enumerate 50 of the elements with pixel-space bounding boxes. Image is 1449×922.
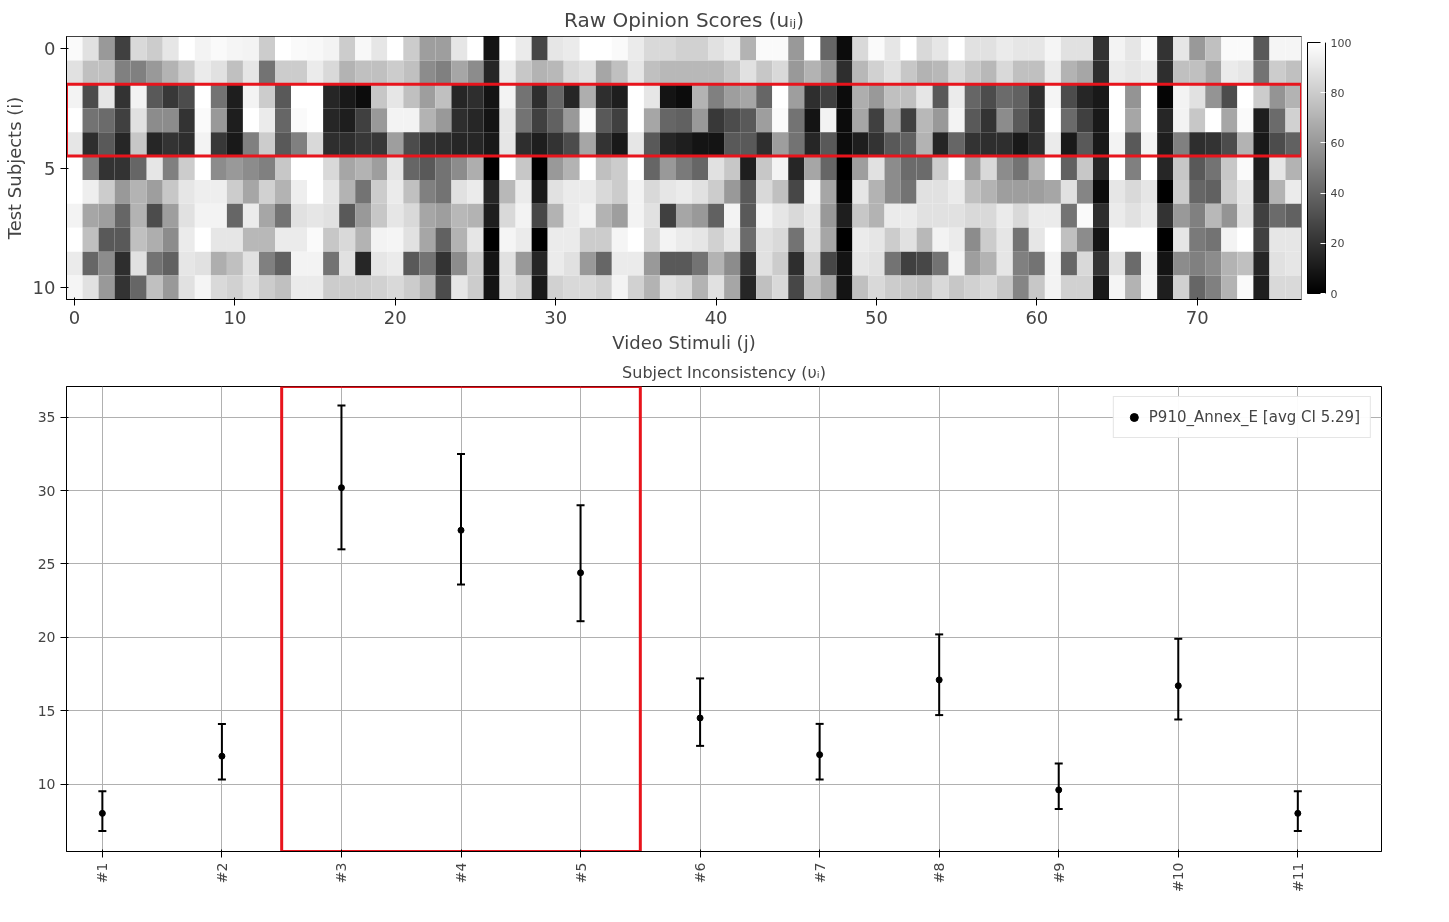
y-tick-label: 25 [37, 555, 56, 572]
point [218, 752, 226, 760]
x-tick-label: 70 [1185, 306, 1209, 328]
x-tick-label: #11 [1289, 862, 1306, 893]
x-tick-label: 30 [544, 306, 568, 328]
y-axis-title: Test Subjects (i) [3, 96, 25, 241]
point [696, 714, 704, 722]
point [577, 569, 585, 577]
x-tick-label: #10 [1170, 862, 1187, 893]
point [1055, 786, 1063, 794]
y-tick-label: 15 [37, 702, 56, 719]
x-tick-label: #2 [213, 862, 230, 884]
point [1294, 809, 1302, 817]
x-tick-label: #8 [931, 862, 948, 884]
chart-title: Subject Inconsistency (υᵢ) [622, 362, 826, 382]
x-tick-label: 40 [704, 306, 728, 328]
y-tick-label: 0 [44, 37, 56, 59]
y-tick-label: 20 [37, 629, 56, 646]
x-tick-label: #4 [453, 862, 469, 884]
point [98, 809, 106, 817]
y-tick-label: 30 [37, 482, 56, 499]
color-bar-label: 100 [1330, 36, 1352, 50]
x-tick-label: #1 [94, 862, 111, 884]
x-tick-label: #6 [692, 862, 709, 884]
y-tick-label: 35 [37, 409, 56, 426]
color-bar-label: 40 [1330, 187, 1345, 201]
x-tick-label: 60 [1025, 306, 1049, 328]
point [457, 526, 465, 534]
chart-title: Raw Opinion Scores (uᵢⱼ) [563, 7, 805, 32]
point [935, 676, 943, 684]
point [816, 751, 824, 759]
x-tick-label: 10 [223, 306, 247, 328]
y-tick-label: 5 [44, 157, 56, 179]
color-bar-label: 60 [1330, 136, 1345, 150]
y-tick-label: 10 [32, 277, 56, 299]
y-tick-label: 10 [37, 776, 56, 793]
point [337, 484, 345, 492]
x-tick-label: 20 [383, 306, 407, 328]
x-tick-label: #9 [1050, 862, 1067, 884]
legend-label: P910_Annex_E [avg CI 5.29] [1148, 408, 1360, 426]
color-bar-label: 0 [1330, 287, 1338, 301]
x-axis-title: Video Stimuli (j) [612, 331, 756, 353]
x-tick-label: #3 [333, 862, 350, 884]
x-tick-label: 0 [68, 306, 81, 328]
x-tick-label: #5 [572, 862, 589, 884]
color-bar-label: 80 [1330, 86, 1345, 100]
x-tick-label: 50 [865, 306, 888, 328]
color-bar-label: 20 [1330, 237, 1345, 251]
point [1174, 682, 1182, 690]
x-tick-label: #7 [811, 862, 828, 884]
